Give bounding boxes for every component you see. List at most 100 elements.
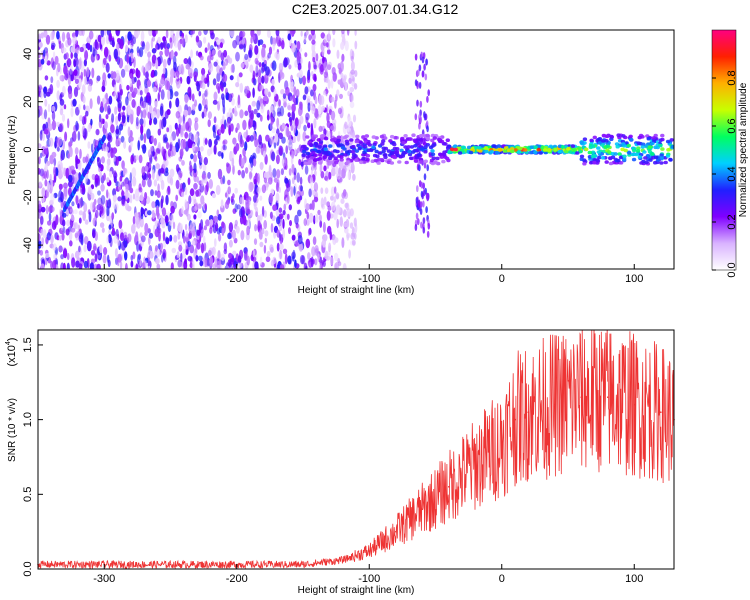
heatmap-cell <box>231 157 235 167</box>
heatmap-cell <box>193 162 197 174</box>
heatmap-cell <box>77 130 81 141</box>
heatmap-cell <box>215 39 221 45</box>
heatmap-cell <box>401 141 406 145</box>
heatmap-cell <box>343 153 348 157</box>
heatmap-cell <box>300 161 304 167</box>
heatmap-cell <box>271 151 276 162</box>
heatmap-cell <box>374 149 379 154</box>
heatmap-cell <box>421 192 425 200</box>
heatmap-cell <box>421 56 425 64</box>
heatmap-cell <box>669 138 674 142</box>
heatmap-cell <box>414 53 418 61</box>
heatmap-cell <box>157 128 161 136</box>
heatmap-cell <box>299 254 305 265</box>
heatmap-cell <box>326 120 331 128</box>
heatmap-cell <box>87 83 93 92</box>
heatmap-cell <box>278 207 283 213</box>
heatmap-cell <box>270 223 274 233</box>
heatmap-cell <box>90 250 96 256</box>
snr-plot-area <box>38 330 674 569</box>
heatmap-cell <box>624 141 629 145</box>
heatmap-cell <box>227 259 231 268</box>
heatmap-cell <box>156 190 161 198</box>
heatmap-cell <box>251 100 257 107</box>
heatmap-cell <box>336 204 341 215</box>
heatmap-cell <box>291 103 296 113</box>
heatmap-cell <box>190 49 194 59</box>
heatmap-cell <box>165 236 169 244</box>
heatmap-cell <box>267 109 270 118</box>
heatmap-cell <box>61 212 67 218</box>
heatmap-cell <box>135 67 139 78</box>
heatmap-cell <box>276 216 281 225</box>
heatmap-cell <box>56 235 60 241</box>
heatmap-cell <box>162 36 167 42</box>
heatmap-cell <box>639 161 644 165</box>
heatmap-cell <box>290 30 295 37</box>
heatmap-cell <box>265 134 270 142</box>
heatmap-cell <box>108 95 113 105</box>
heatmap-cell <box>330 195 334 201</box>
heatmap-cell <box>170 213 174 224</box>
heatmap-cell <box>589 138 594 143</box>
heatmap-cell <box>59 108 64 116</box>
heatmap-cell <box>217 168 223 180</box>
heatmap-cell <box>313 196 319 203</box>
heatmap-cell <box>49 84 54 95</box>
heatmap-cell <box>215 184 221 196</box>
heatmap-cell <box>158 55 163 64</box>
heatmap-cell <box>432 136 437 140</box>
heatmap-cell <box>341 53 345 63</box>
heatmap-cell <box>204 88 209 98</box>
snr-data-point <box>527 411 530 414</box>
heatmap-cell <box>132 176 137 187</box>
heatmap-cell <box>98 113 102 123</box>
heatmap-cell <box>655 158 661 162</box>
heatmap-cell <box>647 145 652 149</box>
heatmap-cell <box>150 251 154 259</box>
heatmap-cell <box>44 99 48 107</box>
heatmap-cell <box>281 40 285 50</box>
heatmap-cell <box>207 55 212 63</box>
heatmap-cell <box>155 163 161 170</box>
heatmap-cell <box>547 148 552 153</box>
spectrogram-y-ticks: -40 -20 0 20 40 <box>22 48 43 253</box>
heatmap-cell <box>276 169 281 179</box>
heatmap-cell <box>286 213 290 220</box>
heatmap-cell <box>205 219 210 227</box>
heatmap-cell <box>179 172 183 179</box>
heatmap-cell <box>334 140 339 145</box>
heatmap-cell <box>140 30 145 42</box>
heatmap-cell <box>587 150 592 155</box>
heatmap-cell <box>273 88 277 97</box>
heatmap-cell <box>351 226 355 238</box>
heatmap-cell <box>337 107 343 115</box>
heatmap-cell <box>205 258 210 268</box>
heatmap-cell <box>432 143 437 147</box>
heatmap-cell <box>132 193 136 200</box>
heatmap-cell <box>221 93 225 101</box>
heatmap-cell <box>213 144 217 155</box>
heatmap-cell <box>303 218 308 227</box>
heatmap-cell <box>253 108 258 115</box>
heatmap-cell <box>427 89 431 97</box>
snr-y-ticks: 0.0 0.5 1.0 1.5 <box>22 337 43 577</box>
heatmap-cell <box>46 60 51 66</box>
heatmap-cell <box>584 147 589 152</box>
heatmap-cell <box>220 52 225 61</box>
heatmap-cell <box>560 145 565 149</box>
heatmap-cell <box>253 133 257 141</box>
heatmap-cell <box>199 260 204 267</box>
heatmap-cell <box>318 94 323 106</box>
heatmap-cell <box>353 154 358 158</box>
heatmap-cell <box>75 154 79 166</box>
heatmap-cell <box>354 30 357 36</box>
heatmap-cell <box>148 232 154 239</box>
heatmap-cell <box>105 114 109 120</box>
heatmap-cell <box>327 79 331 90</box>
snr-data-point <box>302 563 304 566</box>
heatmap-cell <box>193 214 197 220</box>
heatmap-cell <box>266 250 271 257</box>
heatmap-cell <box>162 67 166 75</box>
heatmap-cell <box>392 146 398 151</box>
